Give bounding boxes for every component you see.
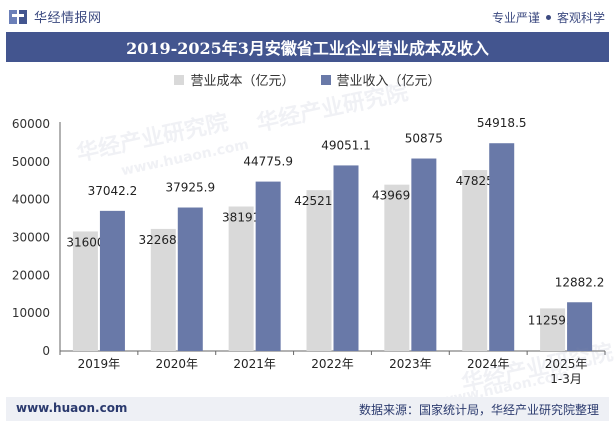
footer-source: 数据来源：国家统计局，华经产业研究院整理 bbox=[358, 403, 599, 417]
bar-cost bbox=[384, 184, 410, 351]
legend-item-cost[interactable]: 营业成本（亿元） bbox=[174, 70, 295, 89]
data-label-revenue: 37042.2 bbox=[88, 184, 138, 198]
data-label-revenue: 50875 bbox=[405, 132, 443, 146]
data-label-cost: 43969.5 bbox=[372, 189, 422, 203]
y-tick-label: 50000 bbox=[12, 155, 50, 169]
bar-revenue bbox=[333, 165, 359, 351]
x-tick-label: 1-3月 bbox=[550, 372, 582, 386]
bar-revenue bbox=[255, 181, 281, 351]
y-tick-label: 40000 bbox=[12, 193, 50, 207]
legend-swatch-cost bbox=[174, 74, 185, 85]
bar-cost bbox=[462, 170, 488, 351]
bar-revenue bbox=[567, 302, 593, 351]
legend-label-cost: 营业成本（亿元） bbox=[190, 74, 295, 89]
bar-revenue bbox=[99, 210, 125, 351]
data-label-cost: 32268.4 bbox=[138, 233, 188, 247]
slogan-dot-icon bbox=[545, 15, 551, 20]
x-tick-label: 2021年 bbox=[233, 357, 276, 371]
x-tick-label: 2020年 bbox=[156, 357, 199, 371]
x-tick-label: 2024年 bbox=[467, 357, 510, 371]
data-label-cost: 31600 bbox=[66, 235, 104, 249]
brand-logo-icon bbox=[9, 9, 27, 24]
bar-cost bbox=[540, 308, 566, 351]
y-tick-label: 0 bbox=[42, 344, 50, 358]
y-tick-label: 20000 bbox=[12, 268, 50, 282]
title-bar: 2019-2025年3月安徽省工业企业营业成本及收入 bbox=[6, 32, 609, 62]
y-tick-label: 30000 bbox=[12, 231, 50, 245]
data-label-cost: 38191 bbox=[222, 211, 260, 225]
data-label-cost: 42521.9 bbox=[294, 194, 344, 208]
data-label-cost: 11259.4 bbox=[528, 313, 578, 327]
bar-chart: 0 10000 20000 30000 40000 50000 60000 31600 3704… bbox=[12, 116, 606, 386]
legend-swatch-revenue bbox=[320, 74, 331, 85]
x-tick-label: 2019年 bbox=[78, 357, 121, 371]
bar-revenue bbox=[489, 143, 515, 351]
x-tick-label: 2022年 bbox=[311, 357, 354, 371]
legend: 营业成本（亿元） 营业收入（亿元） bbox=[0, 70, 615, 89]
bar-revenue bbox=[411, 158, 437, 351]
brand-name: 华经情报网 bbox=[34, 11, 102, 26]
data-label-revenue: 44775.9 bbox=[243, 155, 293, 169]
y-tick-label: 10000 bbox=[12, 306, 50, 320]
brand[interactable]: 华经情报网 bbox=[8, 7, 102, 26]
bar-cost bbox=[150, 228, 176, 351]
x-tick-label: 2025年 bbox=[545, 357, 588, 371]
x-tick-label: 2023年 bbox=[389, 357, 432, 371]
bar-revenue bbox=[177, 207, 203, 351]
y-tick-label: 60000 bbox=[12, 117, 50, 131]
footer-website[interactable]: www.huaon.com bbox=[16, 401, 128, 415]
legend-item-revenue[interactable]: 营业收入（亿元） bbox=[320, 70, 441, 89]
chart-title: 2019-2025年3月安徽省工业企业营业成本及收入 bbox=[126, 39, 489, 58]
data-label-cost: 47825 bbox=[456, 174, 494, 188]
legend-label-revenue: 营业收入（亿元） bbox=[336, 74, 441, 89]
data-label-revenue: 12882.2 bbox=[555, 275, 605, 289]
data-label-revenue: 49051.1 bbox=[321, 138, 371, 152]
data-label-revenue: 54918.5 bbox=[477, 116, 527, 130]
slogan-left: 专业严谨 bbox=[491, 11, 540, 25]
bar-cost bbox=[228, 206, 254, 351]
footer: www.huaon.com 数据来源：国家统计局，华经产业研究院整理 bbox=[6, 397, 609, 421]
top-bar: 华经情报网 专业严谨 客观科学 bbox=[0, 0, 615, 32]
bar-cost bbox=[306, 190, 332, 351]
bar-cost bbox=[72, 231, 98, 351]
slogan-right: 客观科学 bbox=[556, 11, 605, 25]
data-label-revenue: 37925.9 bbox=[165, 181, 215, 195]
slogan: 专业严谨 客观科学 bbox=[492, 9, 605, 26]
